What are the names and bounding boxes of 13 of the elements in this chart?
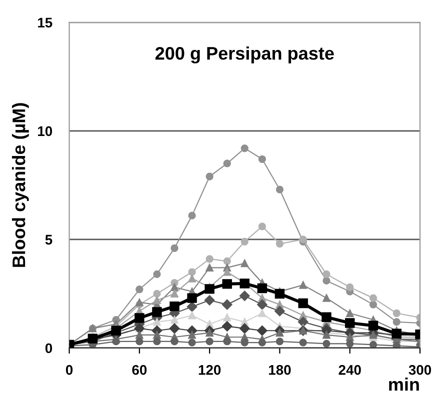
text: 200 g Persipan paste	[155, 46, 334, 64]
x-tick-label: 300	[408, 365, 432, 375]
y-tick-label: 0	[45, 343, 52, 354]
x-axis-title: min	[389, 378, 419, 391]
x-tick-label: 60	[132, 365, 147, 375]
x-tick-label: 240	[338, 365, 361, 375]
x-tick-label: 0	[66, 365, 73, 375]
x-tick-label: 120	[198, 365, 221, 375]
y-tick-label: 15	[38, 18, 52, 28]
y-tick-label: 5	[45, 234, 52, 245]
y-tick-label: 10	[38, 126, 52, 136]
x-tick-label: 180	[269, 365, 291, 375]
y-axis-title: Blood cyanide (µM)	[12, 103, 29, 267]
